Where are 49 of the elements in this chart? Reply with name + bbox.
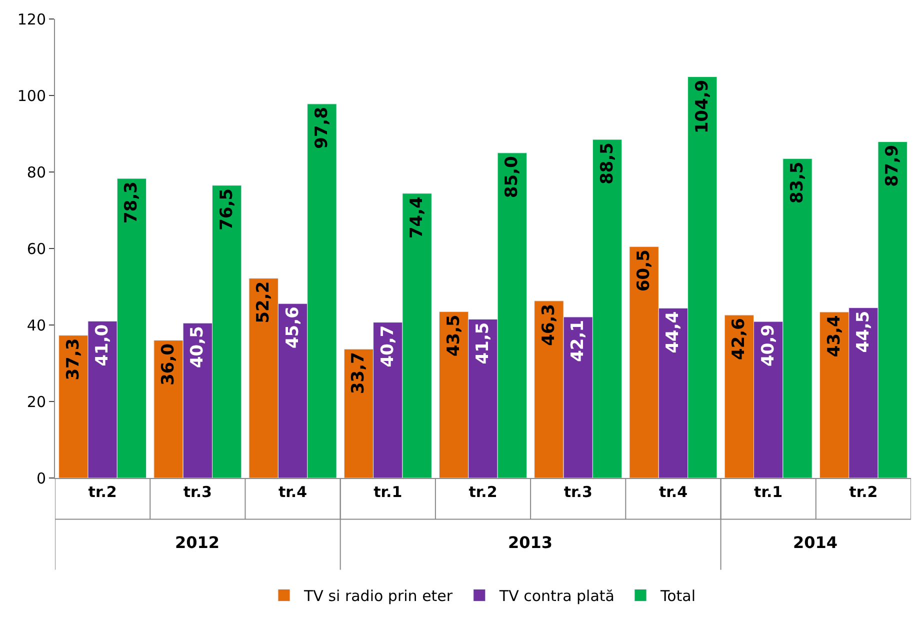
x-tick-label: tr.2 (468, 483, 498, 501)
data-label: 41,0 (92, 324, 113, 366)
x-tick-label: tr.1 (374, 483, 402, 501)
legend-label: TV si radio prin eter (303, 587, 454, 606)
y-tick-label: 100 (17, 86, 46, 105)
data-label: 60,5 (634, 250, 654, 292)
y-tick-label: 20 (26, 392, 46, 411)
data-label: 85,0 (502, 156, 522, 198)
data-label: 97,8 (312, 106, 332, 149)
data-label: 88,5 (597, 142, 618, 184)
data-label: 40,5 (188, 326, 208, 368)
data-label: 46,3 (538, 304, 559, 346)
y-tick-label: 40 (26, 316, 46, 334)
x-tick-label: tr.1 (754, 483, 783, 501)
legend-label: Total (660, 587, 696, 606)
y-tick-label: 60 (26, 240, 46, 258)
x-tick-label: tr.4 (658, 483, 688, 501)
data-label: 43,4 (824, 315, 844, 358)
y-tick-label: 80 (26, 163, 46, 182)
data-label: 40,9 (758, 324, 778, 367)
data-label: 74,4 (407, 196, 428, 239)
legend-label: TV contra plată (498, 587, 614, 606)
data-label: 43,5 (444, 314, 464, 357)
data-label: 104,9 (692, 80, 712, 134)
data-label: 36,0 (158, 343, 178, 386)
data-label: 83,5 (788, 162, 808, 204)
text: 2013 (508, 533, 553, 552)
data-label: 42,1 (568, 320, 588, 362)
x-tick-label: tr.3 (183, 483, 212, 501)
data-label: 37,3 (63, 338, 84, 380)
data-label: 42,6 (729, 318, 750, 360)
y-tick-label: 0 (36, 469, 46, 488)
text: 2014 (793, 533, 838, 552)
data-label: 78,3 (122, 182, 142, 224)
x-tick-label: tr.4 (278, 483, 308, 501)
text: 2012 (175, 533, 220, 552)
data-label: 87,9 (882, 144, 903, 187)
data-label: 33,7 (348, 352, 369, 394)
data-label: 44,5 (853, 310, 874, 353)
x-tick-label: tr.2 (849, 483, 878, 501)
x-tick-label: tr.3 (564, 483, 592, 501)
data-label: 45,6 (282, 306, 303, 349)
data-label: 52,2 (254, 281, 274, 324)
data-label: 76,5 (216, 188, 237, 230)
data-label: 44,4 (663, 311, 684, 354)
x-tick-label: tr.2 (88, 483, 117, 501)
data-label: 40,7 (378, 325, 398, 368)
data-label: 41,5 (473, 322, 493, 364)
y-tick-label: 120 (17, 10, 46, 28)
